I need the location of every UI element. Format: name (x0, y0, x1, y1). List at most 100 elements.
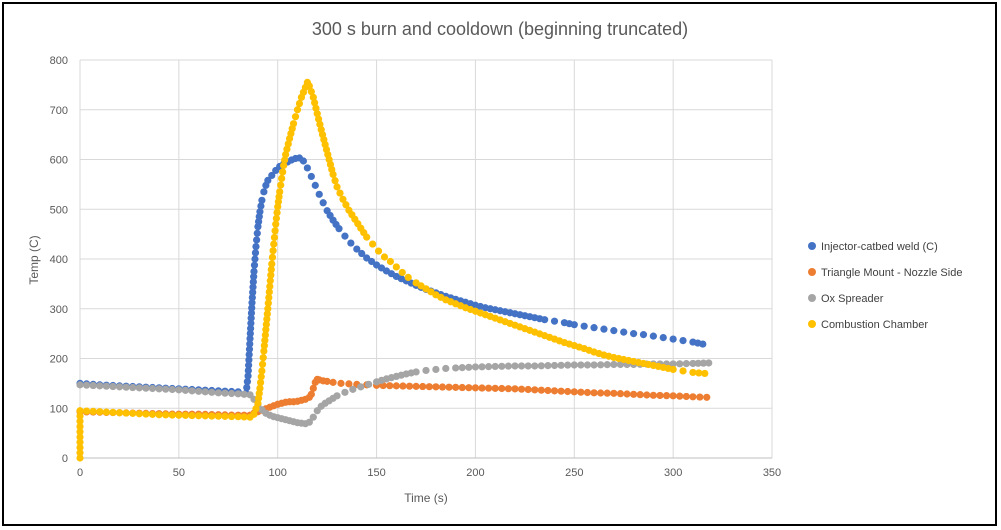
data-point (386, 382, 394, 390)
data-point (669, 392, 677, 400)
data-point (129, 409, 137, 417)
data-point (264, 305, 272, 313)
data-point (689, 359, 697, 368)
data-point (478, 363, 486, 371)
data-point (76, 407, 84, 415)
data-point (234, 413, 242, 421)
data-point (689, 368, 697, 377)
legend: Injector-catbed weld (C) Triangle Mount -… (808, 241, 962, 331)
data-point (259, 354, 267, 362)
data-point (620, 328, 628, 336)
data-point (425, 383, 433, 391)
data-point (485, 363, 493, 371)
data-point (148, 384, 157, 393)
data-point (517, 362, 526, 370)
data-point (550, 387, 559, 395)
y-axis-title: Temp (C) (27, 235, 41, 284)
data-point (240, 413, 248, 421)
data-point (345, 380, 353, 388)
data-point (580, 322, 588, 330)
data-point (289, 120, 298, 128)
data-point (341, 232, 349, 240)
data-point (544, 362, 552, 370)
data-point (491, 384, 499, 392)
legend-label: Combustion Chamber (821, 319, 928, 331)
data-point (281, 156, 289, 164)
data-point (590, 324, 598, 332)
series-combustion-chamber (76, 78, 709, 462)
data-point (295, 99, 304, 108)
data-point (109, 382, 117, 391)
data-point (267, 265, 275, 274)
data-point (597, 389, 605, 397)
data-point (227, 412, 236, 421)
data-point (333, 392, 341, 400)
data-point (323, 377, 331, 385)
data-point (268, 260, 276, 268)
data-point (392, 382, 400, 390)
data-point (380, 253, 389, 261)
legend-label: Injector-catbed weld (C) (821, 241, 938, 253)
data-point (76, 381, 84, 389)
data-point (264, 176, 272, 184)
data-point (291, 113, 300, 121)
data-point (214, 389, 222, 397)
data-point (564, 387, 572, 396)
data-point (656, 391, 664, 400)
legend-marker (808, 320, 816, 328)
data-point (307, 172, 315, 181)
data-point (679, 367, 687, 375)
data-point (252, 405, 260, 413)
data-point (335, 225, 343, 233)
data-point (76, 428, 84, 436)
data-point (243, 383, 251, 392)
data-point (329, 378, 337, 386)
y-tick-label: 700 (50, 105, 68, 117)
data-point (583, 361, 592, 369)
data-point (694, 359, 702, 367)
data-point (266, 277, 274, 285)
data-point (452, 383, 460, 391)
data-point (263, 310, 271, 318)
data-point (701, 369, 709, 378)
data-point (537, 386, 545, 394)
data-point (249, 278, 257, 286)
data-point (76, 449, 84, 457)
data-point (82, 381, 91, 389)
data-point (148, 410, 157, 418)
data-point (491, 362, 499, 371)
data-point (122, 409, 130, 417)
data-point (432, 383, 440, 391)
data-point (305, 418, 313, 426)
data-point (347, 239, 355, 247)
data-point (309, 384, 317, 392)
data-point (266, 282, 274, 290)
series-injector-catbed-weld-c- (76, 154, 707, 397)
data-point (247, 309, 256, 317)
data-point (249, 283, 257, 291)
data-point (610, 360, 618, 369)
y-tick-label: 200 (50, 354, 68, 366)
data-point (311, 99, 319, 107)
data-point (682, 360, 690, 368)
x-axis-title: Time (s) (404, 491, 448, 505)
data-point (583, 388, 592, 397)
data-point (319, 199, 327, 207)
data-point (689, 393, 697, 401)
data-point (89, 407, 97, 416)
data-point (76, 438, 84, 446)
series-ox-spreader (76, 359, 713, 428)
legend-label: Ox Spreader (821, 293, 884, 305)
data-point (276, 188, 284, 196)
data-point (243, 378, 251, 386)
data-point (244, 366, 252, 375)
data-point (247, 319, 255, 327)
x-tick-label: 150 (367, 467, 385, 479)
y-tick-label: 400 (50, 254, 68, 266)
data-point (695, 369, 703, 377)
data-point (597, 361, 605, 369)
data-point (341, 388, 349, 396)
data-point (452, 364, 460, 372)
data-point (76, 443, 84, 452)
data-point (256, 378, 265, 387)
